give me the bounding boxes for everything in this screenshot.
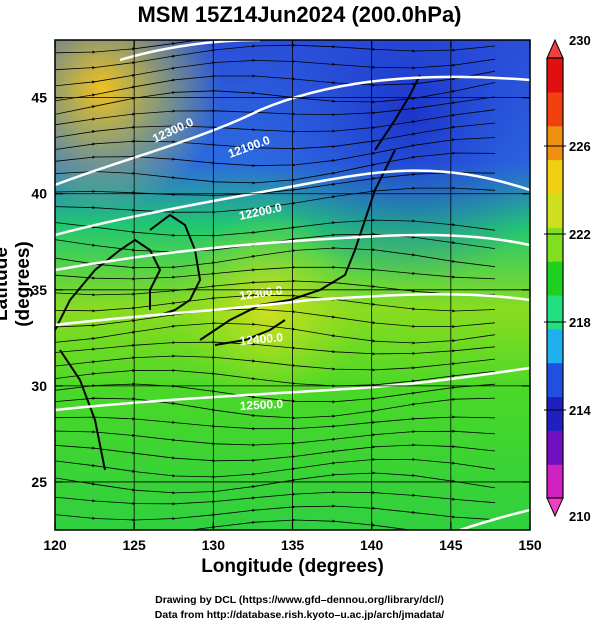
colorbar-tick-label: 230 — [569, 33, 591, 48]
x-tick-label-135: 135 — [281, 537, 305, 553]
x-tick-label-140: 140 — [360, 537, 384, 553]
y-tick-label-40: 40 — [31, 186, 47, 202]
contour-label: 12400.0 — [239, 330, 284, 348]
height-contours — [55, 40, 530, 530]
colorbar-segment — [547, 91, 563, 127]
x-tick-label-130: 130 — [202, 537, 226, 553]
colorbar-segment — [547, 261, 563, 296]
colorbar-min-arrow — [546, 497, 564, 518]
graticule — [55, 40, 530, 530]
colorbar-segment — [547, 193, 563, 228]
streamline — [55, 340, 496, 356]
x-tick-label-145: 145 — [439, 537, 463, 553]
streamline — [55, 490, 496, 506]
contour-label: 12500.0 — [239, 397, 283, 413]
colorbar-max-arrow — [546, 38, 564, 59]
colorbar-segment — [547, 227, 563, 262]
y-tick-label-35: 35 — [31, 282, 47, 298]
credit-data: Data from http://database.rish.kyoto–u.a… — [154, 609, 445, 621]
wind-streamlines — [55, 40, 496, 552]
colorbar-tick-label: 214 — [569, 403, 591, 418]
streamline — [55, 534, 495, 552]
streamline — [55, 471, 496, 495]
colorbar-segment — [547, 430, 563, 465]
colorbar-segment — [547, 362, 563, 398]
colorbar-tick-label: 226 — [569, 139, 591, 154]
colorbar-tick-label: 218 — [569, 315, 591, 330]
y-axis-label: Latitude (degrees) — [0, 241, 34, 327]
chart-title: MSM 15Z14Jun2024 (200.0hPa) — [137, 2, 462, 27]
colorbar-segment — [547, 464, 563, 499]
x-axis: 120 125 130 135 140 145 150 — [43, 40, 542, 553]
streamline — [55, 518, 456, 530]
streamline — [55, 186, 496, 214]
x-tick-label-125: 125 — [122, 537, 146, 553]
y-axis: 25 30 35 40 45 — [31, 90, 530, 490]
credit-drawing: Drawing by DCL (https://www.gfd–dennou.o… — [155, 594, 444, 606]
colorbar-segment — [547, 159, 563, 194]
colorbar-segment — [547, 294, 563, 330]
x-axis-label: Longitude (degrees) — [201, 556, 384, 577]
colorbar-tick-label: 210 — [569, 509, 591, 524]
streamline — [55, 415, 496, 431]
colorbar-frame — [546, 57, 564, 499]
colorbar: 230 226 222 218 214 210 — [544, 33, 591, 524]
y-tick-label-30: 30 — [31, 378, 47, 394]
plot-area: 12300.012100.012200.012300.012400.012500… — [55, 40, 530, 552]
streamline — [55, 354, 496, 372]
y-tick-label-45: 45 — [31, 90, 47, 106]
streamline — [55, 265, 496, 281]
colorbar-segment — [547, 328, 563, 364]
colorbar-tick-label: 222 — [569, 227, 591, 242]
streamline — [55, 218, 496, 238]
colorbar-segment — [547, 58, 563, 93]
y-tick-label-25: 25 — [31, 474, 47, 490]
streamline — [55, 368, 496, 388]
x-tick-label-120: 120 — [43, 537, 67, 553]
x-tick-label-150: 150 — [518, 537, 542, 553]
colorbar-segment — [547, 125, 563, 161]
colorbar-segment — [547, 396, 563, 431]
contour-label: 12300.0 — [238, 283, 283, 303]
